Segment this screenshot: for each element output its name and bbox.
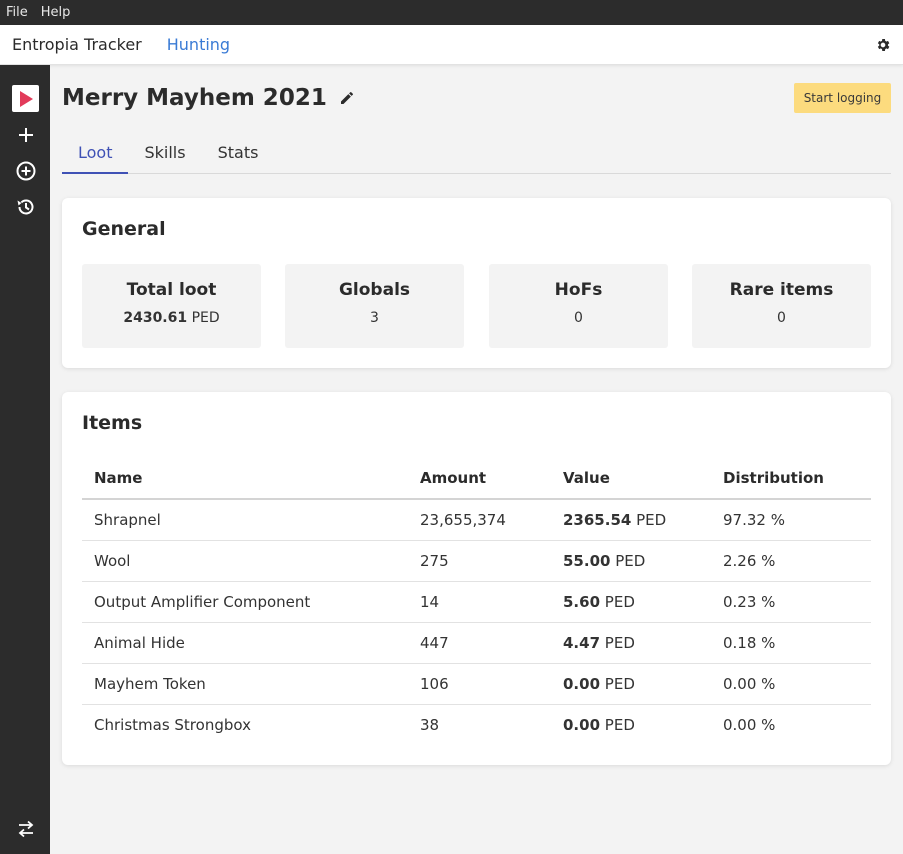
cell-value: 2365.54 PED <box>551 499 711 541</box>
add-circle-button[interactable] <box>12 157 39 184</box>
value-number: 0.00 <box>563 674 601 693</box>
cell-distribution: 0.00 % <box>723 715 776 734</box>
cell-amount: 23,655,374 <box>408 499 551 541</box>
nav-hunting[interactable]: Hunting <box>166 35 231 54</box>
value-unit: PED <box>604 592 635 611</box>
value-number: 0.00 <box>563 715 601 734</box>
app-title: Entropia Tracker <box>12 35 142 54</box>
sidebar <box>0 65 50 854</box>
tab-bar: Loot Skills Stats <box>62 137 891 174</box>
menu-file[interactable]: File <box>6 5 28 20</box>
column-header-amount[interactable]: Amount <box>408 458 551 500</box>
stat-label: Rare items <box>729 280 834 300</box>
play-icon <box>19 90 33 107</box>
start-logging-button[interactable]: Start logging <box>794 83 891 113</box>
stat-globals: Globals 3 <box>285 264 464 348</box>
table-row: Wool 275 55.00 PED 2.26 % <box>82 540 871 582</box>
table-row: Shrapnel 23,655,374 2365.54 PED 97.32 % <box>82 499 871 541</box>
cell-distribution: 0.00 % <box>711 663 871 705</box>
cell-amount: 14 <box>408 581 551 623</box>
title-row: Merry Mayhem 2021 <box>62 85 355 111</box>
stat-total-loot: Total loot 2430.61 PED <box>82 264 261 348</box>
value-unit: PED <box>615 551 646 570</box>
history-icon <box>17 199 33 214</box>
stat-label: Total loot <box>126 280 217 300</box>
edit-icon[interactable] <box>339 90 355 106</box>
cell-amount: 447 <box>408 622 551 664</box>
cell-value: 5.60 PED <box>551 581 711 623</box>
table-row: Output Amplifier Component 14 5.60 PED 0… <box>82 581 871 623</box>
items-table: Name Amount Value Distribution Shrapnel … <box>82 458 871 745</box>
history-button[interactable] <box>12 193 39 220</box>
value-unit: PED <box>636 510 667 529</box>
value-unit: PED <box>604 674 635 693</box>
tab-skills[interactable]: Skills <box>144 143 186 162</box>
table-row: Mayhem Token 106 0.00 PED 0.00 % <box>82 663 871 705</box>
stat-value: 3 <box>370 310 379 326</box>
cell-amount: 106 <box>408 663 551 705</box>
table-header-row: Name Amount Value Distribution <box>82 458 871 500</box>
stat-value: 0 <box>574 310 583 326</box>
value-number: 2365.54 <box>563 510 632 529</box>
value-unit: PED <box>604 715 635 734</box>
table-row: Christmas Strongbox 38 0.00 PED 0.00 % <box>82 704 871 745</box>
cell-value: 55.00 PED <box>551 540 711 582</box>
stat-value: 0 <box>777 310 786 326</box>
play-button[interactable] <box>12 85 39 112</box>
items-title: Items <box>82 412 143 434</box>
swap-icon <box>18 820 33 837</box>
tab-loot[interactable]: Loot <box>62 137 129 174</box>
stat-label: HoFs <box>554 280 603 300</box>
cell-amount: 38 <box>420 715 440 734</box>
plus-icon <box>18 127 33 142</box>
value-number: 55.00 <box>563 551 611 570</box>
stat-label: Globals <box>338 280 411 300</box>
menubar: File Help <box>0 0 903 25</box>
table-row: Animal Hide 447 4.47 PED 0.18 % <box>82 622 871 664</box>
column-header-distribution[interactable]: Distribution <box>711 458 871 500</box>
value-unit: PED <box>604 633 635 652</box>
value-number: 5.60 <box>563 592 601 611</box>
stat-value: 2430.61 PED <box>82 310 261 326</box>
cell-amount: 275 <box>408 540 551 582</box>
cell-value: 0.00 PED <box>551 704 711 745</box>
column-header-value[interactable]: Value <box>551 458 711 500</box>
stat-unit: PED <box>191 310 220 326</box>
app-bar: Entropia Tracker Hunting <box>0 25 903 65</box>
swap-button[interactable] <box>12 815 39 842</box>
general-card: General Total loot 2430.61 PED Globals 3… <box>62 198 891 368</box>
stat-number: 2430.61 <box>123 310 188 326</box>
column-header-name[interactable]: Name <box>82 458 408 500</box>
cell-name: Shrapnel <box>82 499 408 541</box>
stat-hofs: HoFs 0 <box>489 264 668 348</box>
tab-stats[interactable]: Stats <box>217 143 259 162</box>
value-number: 4.47 <box>563 633 601 652</box>
cell-value: 0.00 PED <box>551 663 711 705</box>
cell-name: Animal Hide <box>82 622 408 664</box>
cell-value: 4.47 PED <box>551 622 711 664</box>
gear-icon[interactable] <box>875 37 891 53</box>
items-card: Items Name Amount Value Distribution Shr… <box>62 392 891 765</box>
page-title: Merry Mayhem 2021 <box>62 85 327 111</box>
cell-name: Christmas Strongbox <box>94 715 251 734</box>
add-button[interactable] <box>12 121 39 148</box>
cell-name: Wool <box>82 540 408 582</box>
cell-distribution: 0.23 % <box>711 581 871 623</box>
cell-name: Output Amplifier Component <box>82 581 408 623</box>
stat-rare-items: Rare items 0 <box>692 264 871 348</box>
menu-help[interactable]: Help <box>40 5 71 20</box>
cell-name: Mayhem Token <box>82 663 408 705</box>
cell-distribution: 2.26 % <box>711 540 871 582</box>
general-title: General <box>82 218 166 240</box>
cell-distribution: 0.18 % <box>711 622 871 664</box>
plus-circle-icon <box>16 161 35 180</box>
cell-distribution: 97.32 % <box>711 499 871 541</box>
